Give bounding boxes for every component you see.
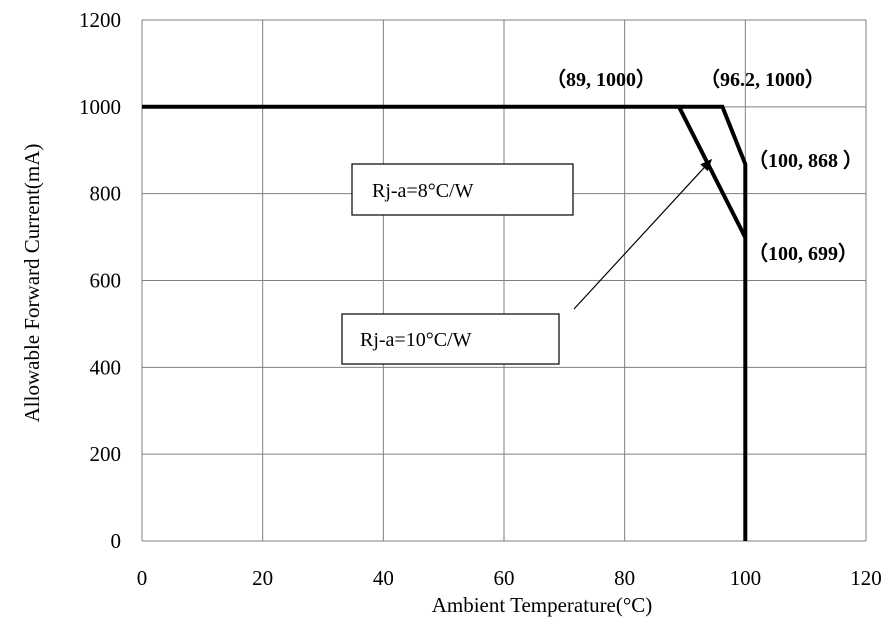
grid: [141, 19, 867, 542]
x-tick-label: 120: [850, 566, 882, 590]
annotation-label: Rj-a=10°C/W: [360, 329, 472, 351]
x-tick-label: 40: [373, 566, 394, 590]
series-line-1: [142, 104, 748, 541]
annotation-box: [341, 313, 560, 365]
y-tick-label: 1200: [79, 8, 121, 32]
point-label-100-868: （100, 868 ）: [748, 149, 863, 172]
annotation-arrow: [573, 167, 705, 310]
y-tick-labels: 0 200 400 600 800 1000 1200: [79, 8, 121, 553]
x-tick-labels: 0 20 40 60 80 100 120: [137, 566, 882, 590]
annotation-box: [351, 163, 574, 216]
annotation-rja-10: Rj-a=10°C/W: [341, 158, 713, 365]
point-label-100-699: （100, 699）: [748, 242, 858, 265]
point-label-89-1000: （89, 1000）: [546, 68, 656, 91]
series-line-2: [677, 105, 748, 239]
y-tick-label: 0: [111, 529, 122, 553]
x-tick-label: 80: [614, 566, 635, 590]
x-tick-label: 0: [137, 566, 148, 590]
annotation-arrowhead: [700, 158, 713, 172]
x-tick-label: 60: [494, 566, 515, 590]
y-tick-label: 600: [90, 269, 122, 293]
point-label-96-1000: （96.2, 1000）: [700, 68, 825, 91]
y-tick-label: 400: [90, 355, 122, 379]
annotation-label: Rj-a=8°C/W: [372, 180, 474, 202]
x-tick-label: 20: [252, 566, 273, 590]
annotation-rja-8: Rj-a=8°C/W: [351, 163, 574, 216]
series-group: [142, 104, 748, 541]
y-axis-label: Allowable Forward Current(mA): [20, 144, 44, 423]
point-labels: （89, 1000） （96.2, 1000） （100, 868 ） （100…: [546, 68, 863, 265]
y-tick-label: 800: [90, 182, 122, 206]
x-tick-label: 100: [730, 566, 762, 590]
y-tick-label: 1000: [79, 95, 121, 119]
y-tick-label: 200: [90, 442, 122, 466]
x-axis-label: Ambient Temperature(°C): [432, 593, 653, 617]
